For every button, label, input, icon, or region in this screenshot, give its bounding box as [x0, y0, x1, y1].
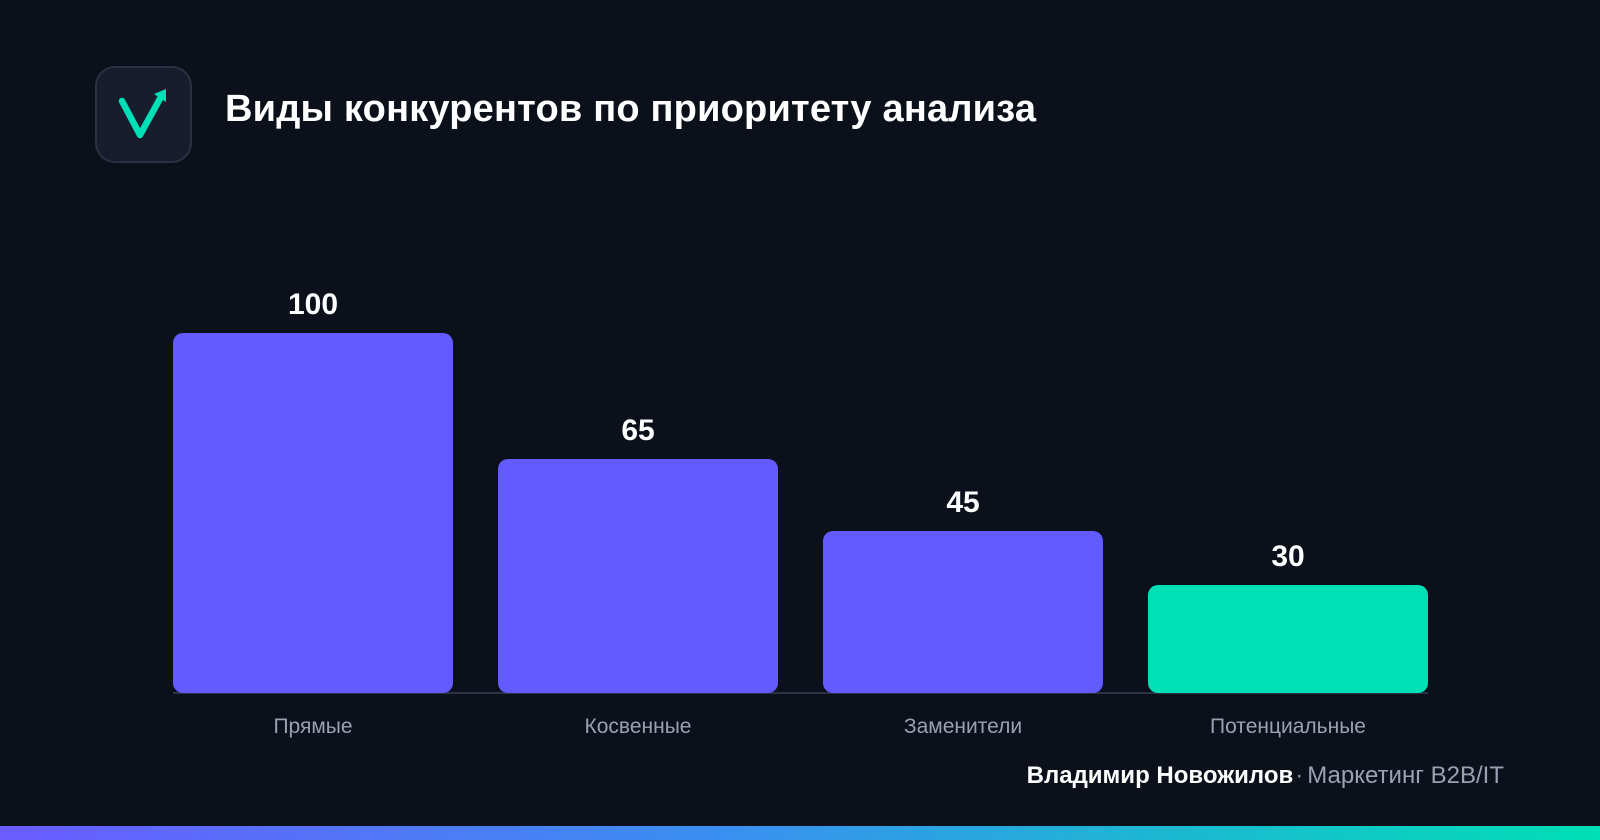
category-label-4: Потенциальные — [1210, 715, 1366, 738]
footer-credit: Владимир Новожилов· Маркетинг B2B/IT — [1027, 762, 1504, 790]
data-label-1: 100 — [288, 288, 338, 321]
footer-tagline: Маркетинг B2B/IT — [1307, 762, 1504, 789]
category-label-3: Заменители — [904, 715, 1022, 738]
data-label-3: 45 — [946, 486, 979, 519]
page-title: Виды конкурентов по приоритету анализа — [225, 88, 1037, 130]
data-label-2: 65 — [621, 414, 654, 447]
bar-3 — [823, 531, 1103, 693]
bar-chart: 100 Прямые 65 Косвенные 45 Заменители 30 Потенц… — [173, 288, 1428, 738]
bar-2 — [498, 459, 778, 693]
author-name: Владимир Новожилов — [1026, 762, 1294, 789]
check-arrow-icon — [118, 88, 166, 138]
data-label-4: 30 — [1271, 540, 1304, 573]
bottom-gradient-stripe — [0, 826, 1600, 840]
category-label-2: Косвенные — [585, 715, 692, 738]
footer-separator: · — [1295, 762, 1304, 789]
brand-logo — [95, 66, 192, 163]
bar-1 — [173, 333, 453, 693]
bar-4 — [1148, 585, 1428, 693]
category-label-1: Прямые — [273, 715, 352, 738]
